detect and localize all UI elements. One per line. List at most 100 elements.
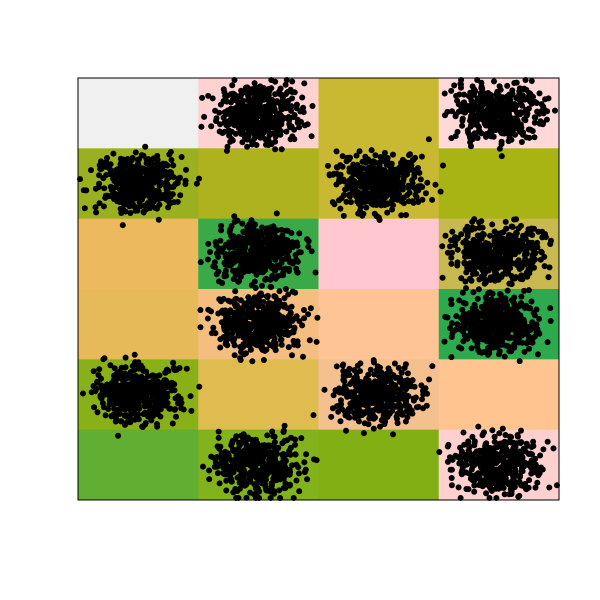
scatter-point bbox=[242, 317, 248, 324]
scatter-point bbox=[463, 320, 470, 327]
scatter-point bbox=[530, 246, 536, 253]
scatter-point bbox=[88, 389, 95, 396]
scatter-point bbox=[458, 231, 465, 238]
scatter-point bbox=[422, 190, 429, 197]
scatter-point bbox=[264, 294, 271, 301]
scatter-point bbox=[476, 127, 483, 134]
scatter-point bbox=[264, 432, 271, 439]
scatter-point bbox=[345, 405, 352, 412]
scatter-point bbox=[407, 151, 413, 158]
scatter-point bbox=[119, 222, 126, 229]
scatter-point bbox=[269, 333, 276, 339]
scatter-point bbox=[402, 361, 409, 368]
scatter-point bbox=[237, 472, 244, 479]
scatter-point bbox=[280, 97, 287, 104]
scatter-point bbox=[107, 362, 114, 369]
scatter-point bbox=[314, 314, 321, 321]
scatter-point bbox=[289, 352, 295, 359]
scatter-point bbox=[285, 291, 292, 298]
scatter-point bbox=[227, 91, 234, 98]
scatter-point bbox=[300, 353, 306, 360]
scatter-point bbox=[471, 488, 478, 495]
scatter-point bbox=[491, 78, 497, 85]
scatter-point bbox=[293, 313, 300, 320]
scatter-point bbox=[468, 121, 475, 128]
scatter-point bbox=[242, 439, 249, 446]
scatter-point bbox=[523, 250, 530, 257]
scatter-point bbox=[458, 81, 464, 88]
scatter-point bbox=[295, 464, 302, 471]
scatter-point bbox=[367, 197, 374, 204]
scatter-point bbox=[340, 212, 347, 219]
scatter-point bbox=[244, 255, 251, 262]
scatter-point bbox=[313, 338, 320, 345]
scatter-point bbox=[479, 333, 486, 339]
scatter-point bbox=[265, 306, 272, 313]
scatter-point bbox=[473, 119, 480, 126]
scatter-point bbox=[278, 146, 285, 153]
scatter-point bbox=[225, 110, 232, 117]
scatter-point bbox=[451, 82, 458, 89]
scatter-point bbox=[395, 364, 402, 371]
scatter-point bbox=[521, 348, 528, 355]
scatter-point bbox=[243, 494, 250, 501]
scatter-point bbox=[356, 412, 363, 419]
scatter-point bbox=[205, 240, 212, 247]
scatter-point bbox=[340, 390, 347, 396]
scatter-point bbox=[509, 127, 516, 134]
scatter-point bbox=[395, 191, 402, 198]
scatter-point bbox=[287, 310, 294, 317]
scatter-point bbox=[369, 392, 376, 399]
scatter-point bbox=[119, 205, 126, 212]
scatter-point bbox=[382, 185, 389, 192]
scatter-point bbox=[496, 83, 503, 90]
scatter-point bbox=[168, 157, 175, 163]
scatter-point bbox=[486, 102, 493, 109]
scatter-point bbox=[454, 128, 461, 135]
scatter-point bbox=[237, 344, 244, 350]
scatter-point bbox=[454, 259, 461, 266]
scatter-point bbox=[257, 258, 263, 265]
scatter-point bbox=[251, 278, 258, 285]
scatter-point bbox=[290, 114, 297, 121]
scatter-point bbox=[276, 487, 283, 494]
scatter-point bbox=[515, 493, 522, 500]
scatter-point bbox=[345, 192, 352, 198]
scatter-point bbox=[353, 370, 360, 377]
scatter-point bbox=[289, 133, 296, 140]
scatter-point bbox=[372, 414, 379, 421]
scatter-point bbox=[429, 363, 436, 370]
scatter-point bbox=[252, 221, 258, 228]
scatter-point bbox=[127, 386, 134, 393]
scatter-point bbox=[169, 420, 176, 427]
scatter-point bbox=[385, 396, 392, 403]
scatter-point bbox=[257, 338, 264, 345]
scatter-point bbox=[289, 78, 296, 85]
scatter-point bbox=[276, 88, 283, 95]
scatter-point bbox=[243, 350, 249, 357]
scatter-point bbox=[370, 357, 377, 364]
scatter-point bbox=[132, 395, 139, 401]
scatter-point bbox=[412, 394, 419, 401]
scatter-point bbox=[518, 482, 525, 489]
scatter-point bbox=[452, 234, 458, 241]
scatter-point bbox=[183, 166, 189, 173]
scatter-point bbox=[463, 457, 470, 463]
scatter-point bbox=[241, 461, 248, 468]
scatter-point bbox=[254, 449, 261, 456]
scatter-point bbox=[174, 180, 181, 186]
scatter-point bbox=[232, 461, 239, 468]
scatter-point bbox=[261, 330, 268, 337]
scatter-point bbox=[354, 198, 361, 205]
scatter-point bbox=[335, 408, 342, 415]
scatter-point bbox=[418, 382, 425, 389]
scatter-point bbox=[235, 278, 242, 285]
scatter-point bbox=[488, 313, 495, 320]
scatter-point bbox=[110, 150, 117, 157]
scatter-point bbox=[177, 192, 184, 199]
scatter-point bbox=[533, 321, 540, 328]
scatter-point bbox=[550, 445, 557, 452]
scatter-point bbox=[251, 97, 258, 104]
scatter-point bbox=[170, 359, 177, 366]
scatter-point bbox=[239, 432, 246, 439]
